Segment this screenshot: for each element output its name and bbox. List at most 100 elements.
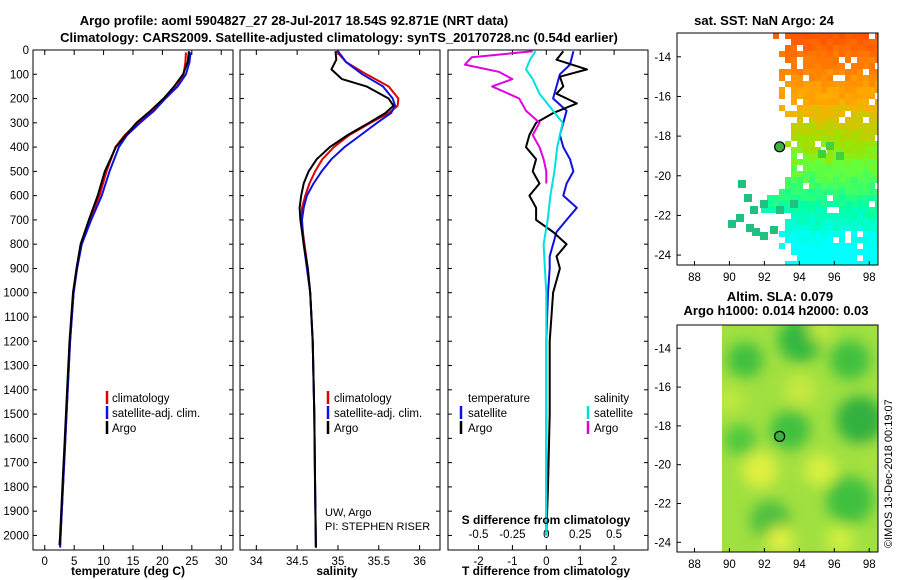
map-y-tick-label: -24 [654, 250, 671, 262]
sst-cell [791, 111, 797, 117]
sst-cell [869, 141, 875, 147]
sst-cell [863, 63, 869, 69]
sst-cell [809, 123, 815, 129]
sst-cell [845, 117, 851, 123]
sst-cell [785, 141, 791, 147]
sst-cell [851, 183, 857, 189]
sst-cell [857, 39, 863, 45]
map-x-tick-label: 98 [863, 272, 876, 284]
sst-cell [803, 231, 809, 237]
sst-cell [875, 87, 878, 93]
sst-cell [785, 111, 791, 117]
x-tick-label: 10 [97, 556, 110, 568]
sst-cell [767, 207, 773, 213]
sst-cell [815, 243, 821, 249]
sst-cell [869, 45, 875, 51]
sst-cell [845, 105, 851, 111]
map-x-tick-label: 94 [793, 559, 806, 571]
sst-cell [827, 51, 833, 57]
sst-cell [773, 201, 779, 207]
sst-cell [815, 249, 821, 255]
sst-cell [833, 261, 839, 265]
sst-cell [869, 117, 875, 123]
sst-cell [821, 249, 827, 255]
sst-cell [863, 165, 869, 171]
map-x-tick-label: 96 [828, 272, 841, 284]
sst-cell [827, 105, 833, 111]
sst-cell [803, 195, 809, 201]
sst-cell [797, 171, 803, 177]
depth-tick-label: 400 [10, 142, 29, 154]
sst-cell [857, 81, 863, 87]
sst-cell [767, 201, 773, 207]
sst-cell [827, 33, 833, 39]
sst-cell [857, 261, 863, 265]
sst-cell [863, 207, 869, 213]
sst-cell [839, 135, 845, 141]
legend-t-satellite: satellite [468, 408, 507, 420]
sst-cell [851, 201, 857, 207]
sst-cell [851, 93, 857, 99]
sst-cell [827, 177, 833, 183]
sst-cell [845, 141, 851, 147]
map-x-tick-label: 90 [723, 272, 736, 284]
depth-tick-label: 2000 [3, 530, 29, 542]
sst-cell [809, 213, 815, 219]
sst-cell [815, 207, 821, 213]
x-tick-label: 2 [611, 556, 617, 568]
sst-cell [797, 255, 803, 261]
sst-cell [797, 129, 803, 135]
sla-blob [724, 424, 756, 456]
sst-cell [857, 75, 863, 81]
sst-cell [821, 225, 827, 231]
sst-cell [809, 141, 815, 147]
series-line-climatology [59, 52, 187, 548]
sst-cell [863, 213, 869, 219]
sst-cell [869, 195, 875, 201]
sst-cell [738, 180, 746, 188]
sst-cell [833, 69, 839, 75]
sst-cell [869, 207, 875, 213]
sst-cell [773, 33, 779, 39]
sst-cell [797, 75, 803, 81]
sst-cell [815, 87, 821, 93]
sst-cell [779, 51, 785, 57]
sst-cell [833, 123, 839, 129]
sst-cell [785, 69, 791, 75]
depth-tick-label: 1000 [3, 288, 29, 300]
sla-blob [836, 396, 878, 444]
sst-cell [833, 165, 839, 171]
sst-cell [827, 129, 833, 135]
sst-cell [851, 75, 857, 81]
sst-cell [845, 261, 851, 265]
sst-cell [833, 255, 839, 261]
sst-cell [773, 195, 779, 201]
legend-climatology: climatology [112, 393, 170, 405]
sst-cell [821, 201, 827, 207]
sst-cell [869, 69, 875, 75]
sst-cell [869, 165, 875, 171]
x-tick-label: 5 [71, 556, 77, 568]
credit-line1: UW, Argo [325, 507, 371, 519]
depth-tick-label: 1700 [3, 458, 29, 470]
sst-cell [803, 225, 809, 231]
sst-cell [863, 51, 869, 57]
sst-cell [827, 57, 833, 63]
sst-cell [785, 219, 791, 225]
map-x-tick-label: 88 [688, 272, 701, 284]
sst-cell [839, 147, 845, 153]
legend-argo: Argo [334, 423, 358, 435]
sst-cell [833, 249, 839, 255]
sst-cell [845, 201, 851, 207]
sst-cell [803, 33, 809, 39]
sst-cell [797, 159, 803, 165]
sst-cell [791, 33, 797, 39]
sst-cell [797, 177, 803, 183]
sst-cell [803, 171, 809, 177]
sst-cell [833, 189, 839, 195]
sst-cell [760, 232, 768, 240]
sst-cell [845, 159, 851, 165]
sst-cell [809, 117, 815, 123]
sst-cell [779, 75, 785, 81]
